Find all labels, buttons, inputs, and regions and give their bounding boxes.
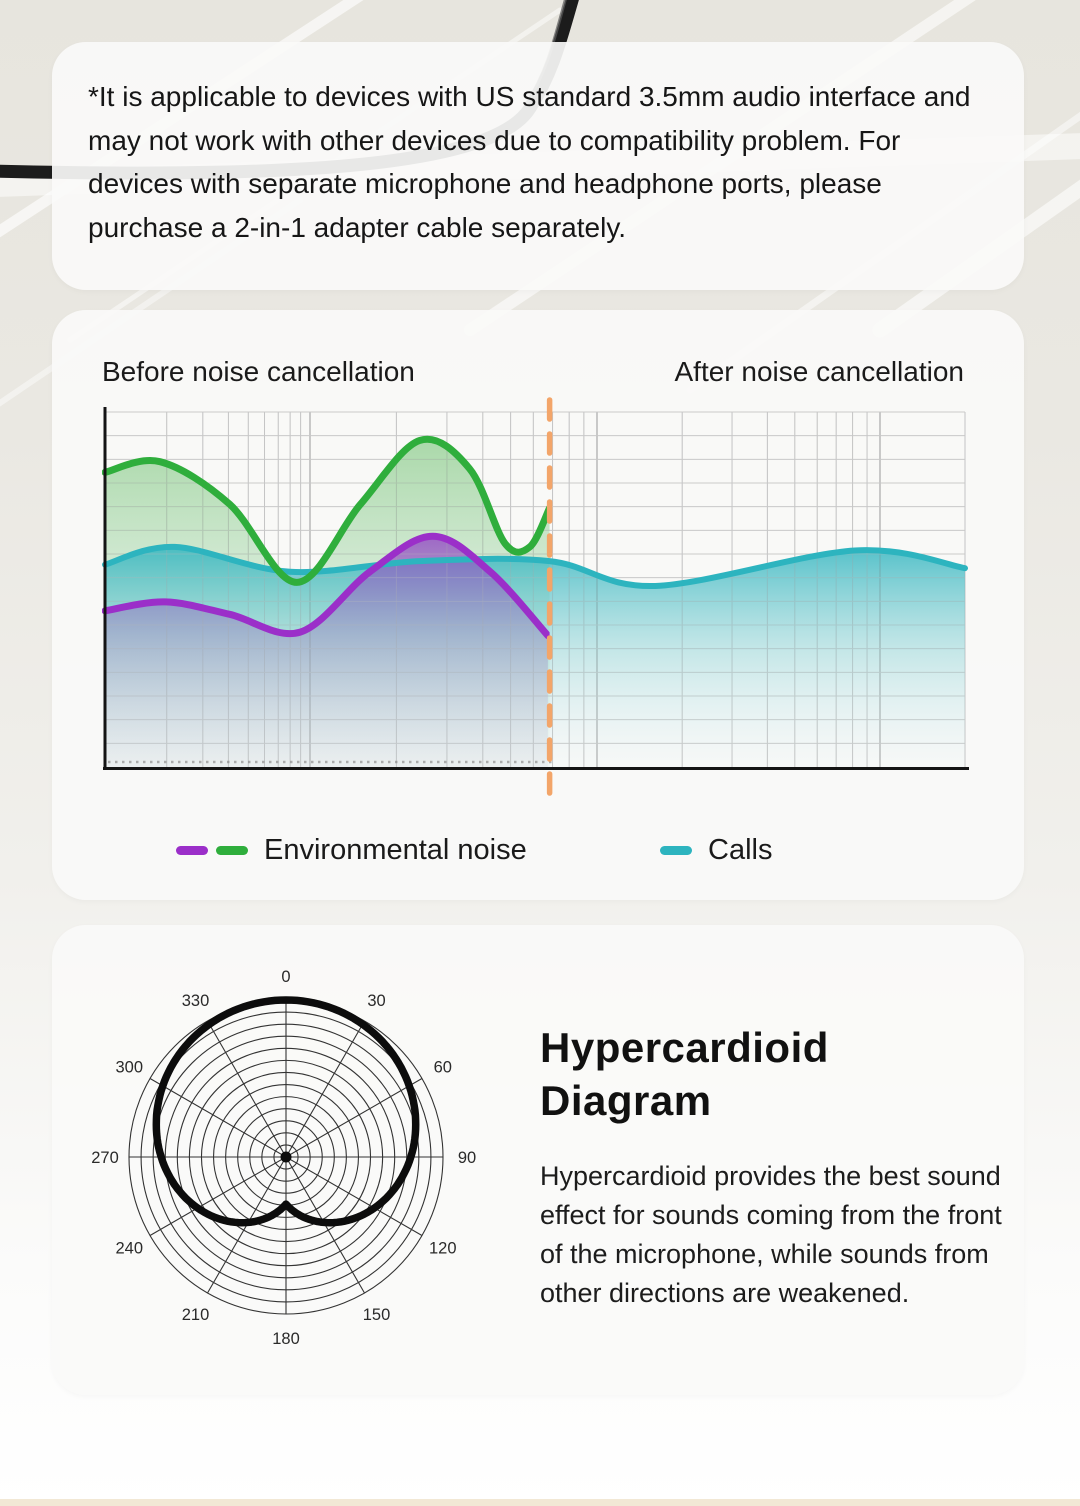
- legend-dash-green: [216, 845, 248, 855]
- hypercardioid-title: Hypercardioid Diagram: [540, 1024, 829, 1124]
- svg-text:270: 270: [91, 1149, 119, 1167]
- svg-text:180: 180: [272, 1330, 300, 1348]
- svg-text:120: 120: [429, 1240, 457, 1258]
- svg-text:210: 210: [182, 1306, 210, 1324]
- svg-text:0: 0: [281, 968, 290, 986]
- hypercardioid-body: Hypercardioid provides the best sound ef…: [540, 1161, 1002, 1308]
- legend-item-environmental: Environmental noise: [176, 826, 527, 874]
- disclaimer-text: *It is applicable to devices with US sta…: [88, 81, 971, 243]
- legend-item-calls: Calls: [660, 826, 772, 874]
- legend-dash-purple: [176, 845, 208, 855]
- after-noise-title: After noise cancellation: [674, 356, 964, 387]
- hypercardioid-card: 0 30 60 90 120 150 180 210 240 270 300 330 Hypercar…: [52, 925, 1024, 1395]
- disclaimer-card: *It is applicable to devices with US sta…: [52, 42, 1024, 290]
- svg-text:60: 60: [434, 1059, 452, 1077]
- svg-text:300: 300: [115, 1059, 143, 1077]
- hypercardioid-text-block: Hypercardioid Diagram Hypercardioid prov…: [540, 1021, 1010, 1313]
- svg-text:330: 330: [182, 992, 210, 1010]
- svg-text:30: 30: [367, 992, 385, 1010]
- legend-dash-teal: [660, 845, 692, 855]
- polar-chart-svg: 0 30 60 90 120 150 180 210 240 270 300 330: [91, 968, 476, 1348]
- svg-text:240: 240: [115, 1240, 143, 1258]
- svg-text:90: 90: [458, 1149, 476, 1167]
- noise-chart-svg: [102, 397, 969, 801]
- svg-text:150: 150: [363, 1306, 391, 1324]
- chart-legend: Environmental noise Calls: [52, 826, 1024, 874]
- next-section-edge: [0, 1499, 1080, 1506]
- legend-label-environmental: Environmental noise: [264, 833, 527, 866]
- legend-label-calls: Calls: [708, 833, 773, 866]
- noise-cancellation-card: Before noise cancellation After noise ca…: [52, 310, 1024, 900]
- before-noise-title: Before noise cancellation: [102, 356, 415, 387]
